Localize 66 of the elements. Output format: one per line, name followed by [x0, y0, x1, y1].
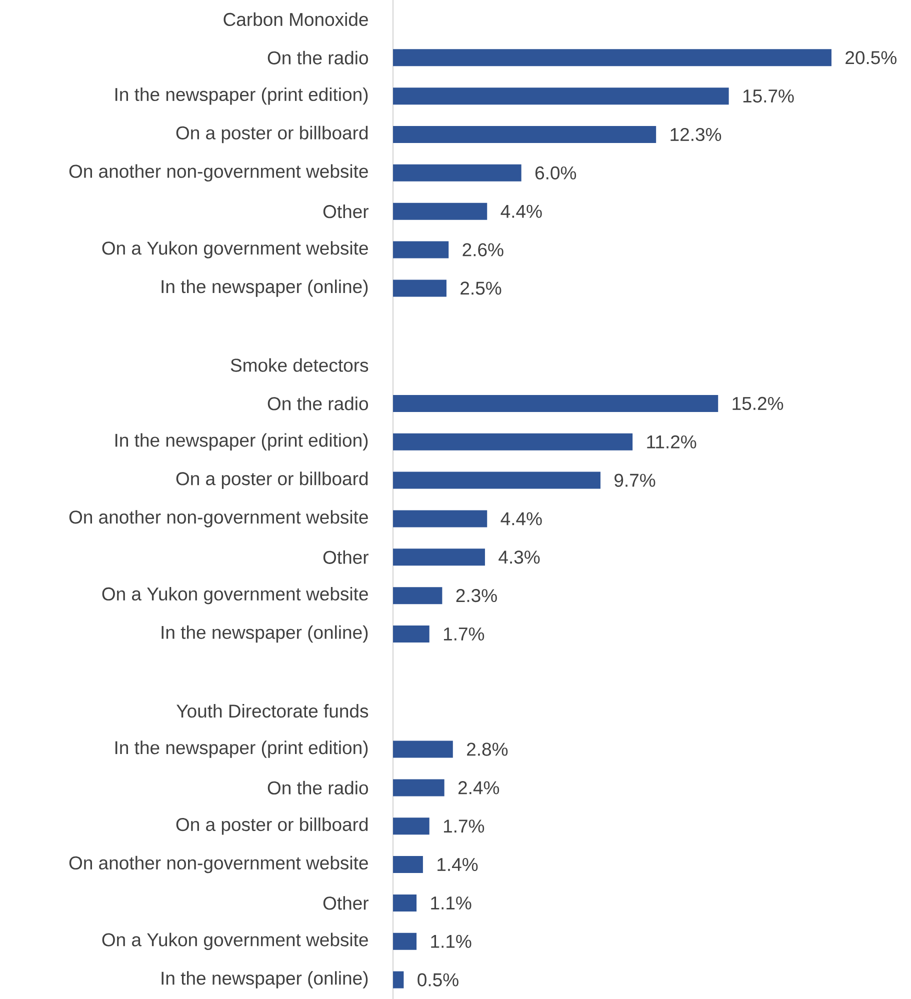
bar	[393, 433, 633, 450]
y-tick-label: Other	[323, 896, 368, 910]
y-tick-label: Other	[323, 550, 368, 564]
data-label: 1.1%	[431, 896, 472, 910]
bar	[393, 932, 417, 950]
bar	[393, 818, 430, 835]
y-tick-label: On the radio	[268, 780, 368, 794]
data-label: 20.5%	[846, 51, 896, 64]
y-tick-label: In the newspaper (print edition)	[115, 433, 368, 451]
data-label: 1.4%	[438, 858, 478, 872]
data-label: 12.3%	[670, 128, 722, 142]
data-label: 1.1%	[431, 934, 472, 948]
bar	[393, 164, 522, 182]
data-label: 11.2%	[647, 435, 696, 448]
y-tick-label: Youth Directorate funds	[176, 704, 368, 718]
bar	[393, 625, 430, 642]
data-label: 1.7%	[444, 820, 484, 833]
y-tick-label: Other	[323, 204, 368, 218]
data-label: 0.5%	[418, 973, 458, 986]
data-label: 2.8%	[467, 742, 508, 756]
bar	[393, 740, 453, 758]
bar	[393, 202, 488, 220]
data-label: 4.4%	[500, 204, 542, 218]
y-tick-label: On another non-government website	[69, 856, 368, 874]
data-label: 4.4%	[500, 512, 542, 526]
y-tick-label: On the radio	[268, 50, 368, 64]
bar	[393, 587, 442, 604]
y-tick-label: On a poster or billboard	[176, 126, 368, 144]
data-label: 9.7%	[614, 474, 656, 487]
y-tick-label: On a poster or billboard	[176, 817, 368, 835]
y-tick-label: Smoke detectors	[230, 358, 368, 372]
y-tick-label: On another non-government website	[69, 164, 368, 182]
bar	[393, 779, 444, 796]
bar	[393, 394, 718, 412]
data-label: 4.3%	[498, 550, 540, 564]
data-label: 15.7%	[743, 90, 794, 103]
data-label: 2.5%	[460, 282, 502, 295]
y-tick-label: On a Yukon government website	[102, 586, 368, 604]
y-tick-label: On the radio	[268, 396, 368, 410]
data-label: 2.6%	[462, 243, 504, 256]
y-tick-label: On a Yukon government website	[102, 241, 368, 258]
bar	[393, 510, 488, 528]
y-tick-label: In the newspaper (print edition)	[115, 740, 368, 758]
bar	[393, 894, 417, 912]
y-tick-label: In the newspaper (print edition)	[115, 87, 368, 105]
data-label: 2.4%	[458, 781, 500, 794]
bar	[393, 548, 485, 566]
y-tick-label: In the newspaper (online)	[162, 971, 368, 988]
bar	[393, 856, 423, 874]
y-tick-label: On a poster or billboard	[176, 472, 368, 489]
data-label: 2.3%	[456, 589, 497, 602]
bar	[393, 472, 600, 489]
data-label: 15.2%	[732, 396, 784, 410]
data-label: 6.0%	[535, 166, 576, 180]
bar	[393, 126, 656, 143]
bar	[393, 280, 446, 297]
y-tick-label: In the newspaper (online)	[162, 280, 368, 297]
bar	[393, 971, 404, 988]
bar	[393, 49, 832, 66]
y-tick-label: Carbon Monoxide	[224, 12, 368, 26]
y-tick-label: On another non-government website	[69, 510, 368, 528]
y-tick-label: In the newspaper (online)	[162, 625, 368, 643]
bar	[393, 88, 729, 105]
data-label: 1.7%	[444, 628, 484, 640]
y-tick-label: On a Yukon government website	[102, 932, 368, 950]
bar	[393, 241, 449, 258]
